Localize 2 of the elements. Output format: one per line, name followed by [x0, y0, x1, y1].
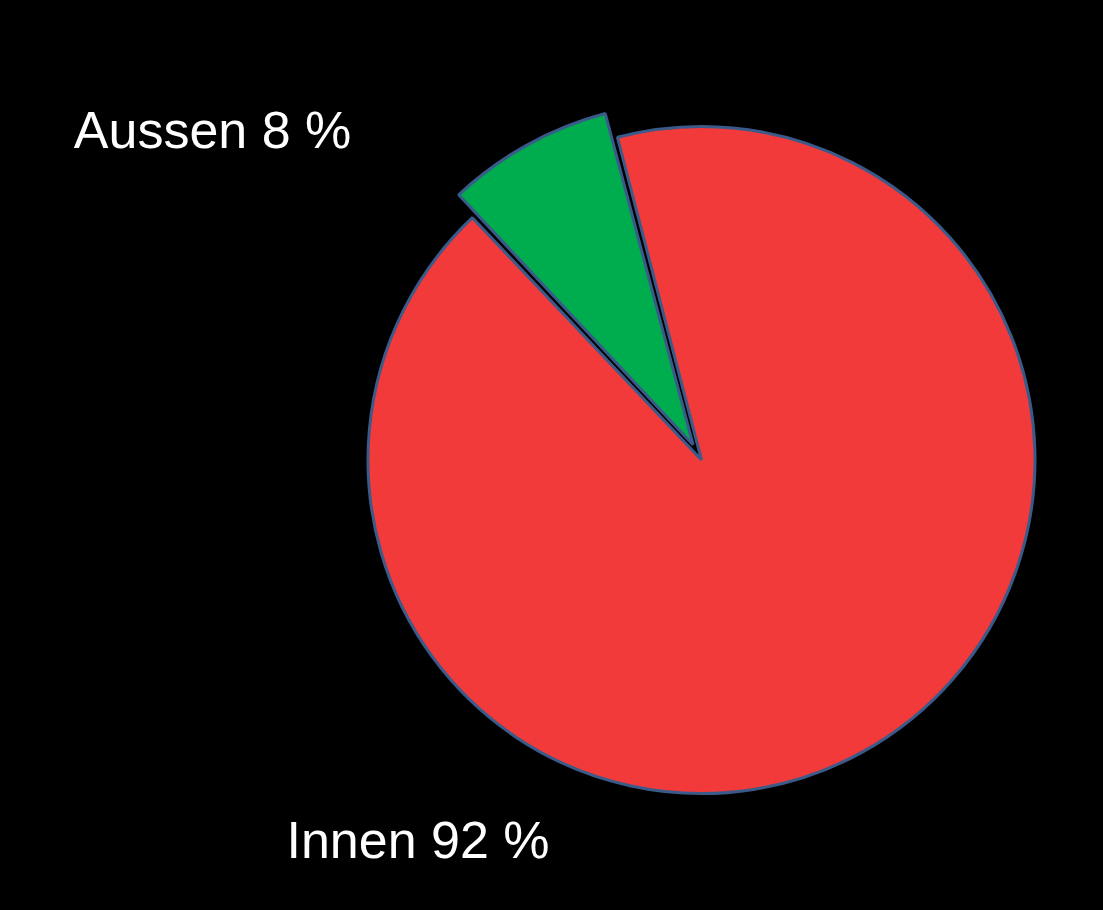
slice-label: Aussen 8 % — [73, 100, 352, 159]
slice-label: Innen 92 % — [286, 810, 550, 869]
